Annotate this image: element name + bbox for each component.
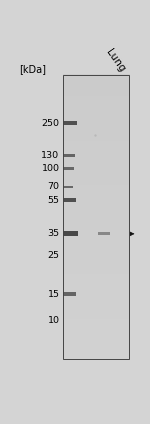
Bar bbox=[63, 75, 129, 360]
Bar bbox=[63, 167, 74, 170]
Text: 15: 15 bbox=[47, 290, 59, 298]
Bar bbox=[63, 154, 75, 157]
Text: [kDa]: [kDa] bbox=[19, 64, 46, 74]
Text: 35: 35 bbox=[47, 229, 59, 238]
Text: Lung: Lung bbox=[104, 47, 127, 74]
Text: 10: 10 bbox=[47, 316, 59, 325]
Text: 25: 25 bbox=[47, 251, 59, 260]
Bar bbox=[98, 232, 110, 235]
Bar bbox=[63, 198, 76, 203]
Text: 55: 55 bbox=[47, 196, 59, 205]
Bar bbox=[63, 232, 78, 237]
Bar bbox=[63, 121, 77, 125]
Text: 70: 70 bbox=[47, 182, 59, 192]
Bar bbox=[63, 292, 76, 296]
Text: 250: 250 bbox=[41, 119, 59, 128]
Text: 100: 100 bbox=[41, 164, 59, 173]
Text: 130: 130 bbox=[41, 151, 59, 160]
Bar bbox=[63, 186, 73, 188]
